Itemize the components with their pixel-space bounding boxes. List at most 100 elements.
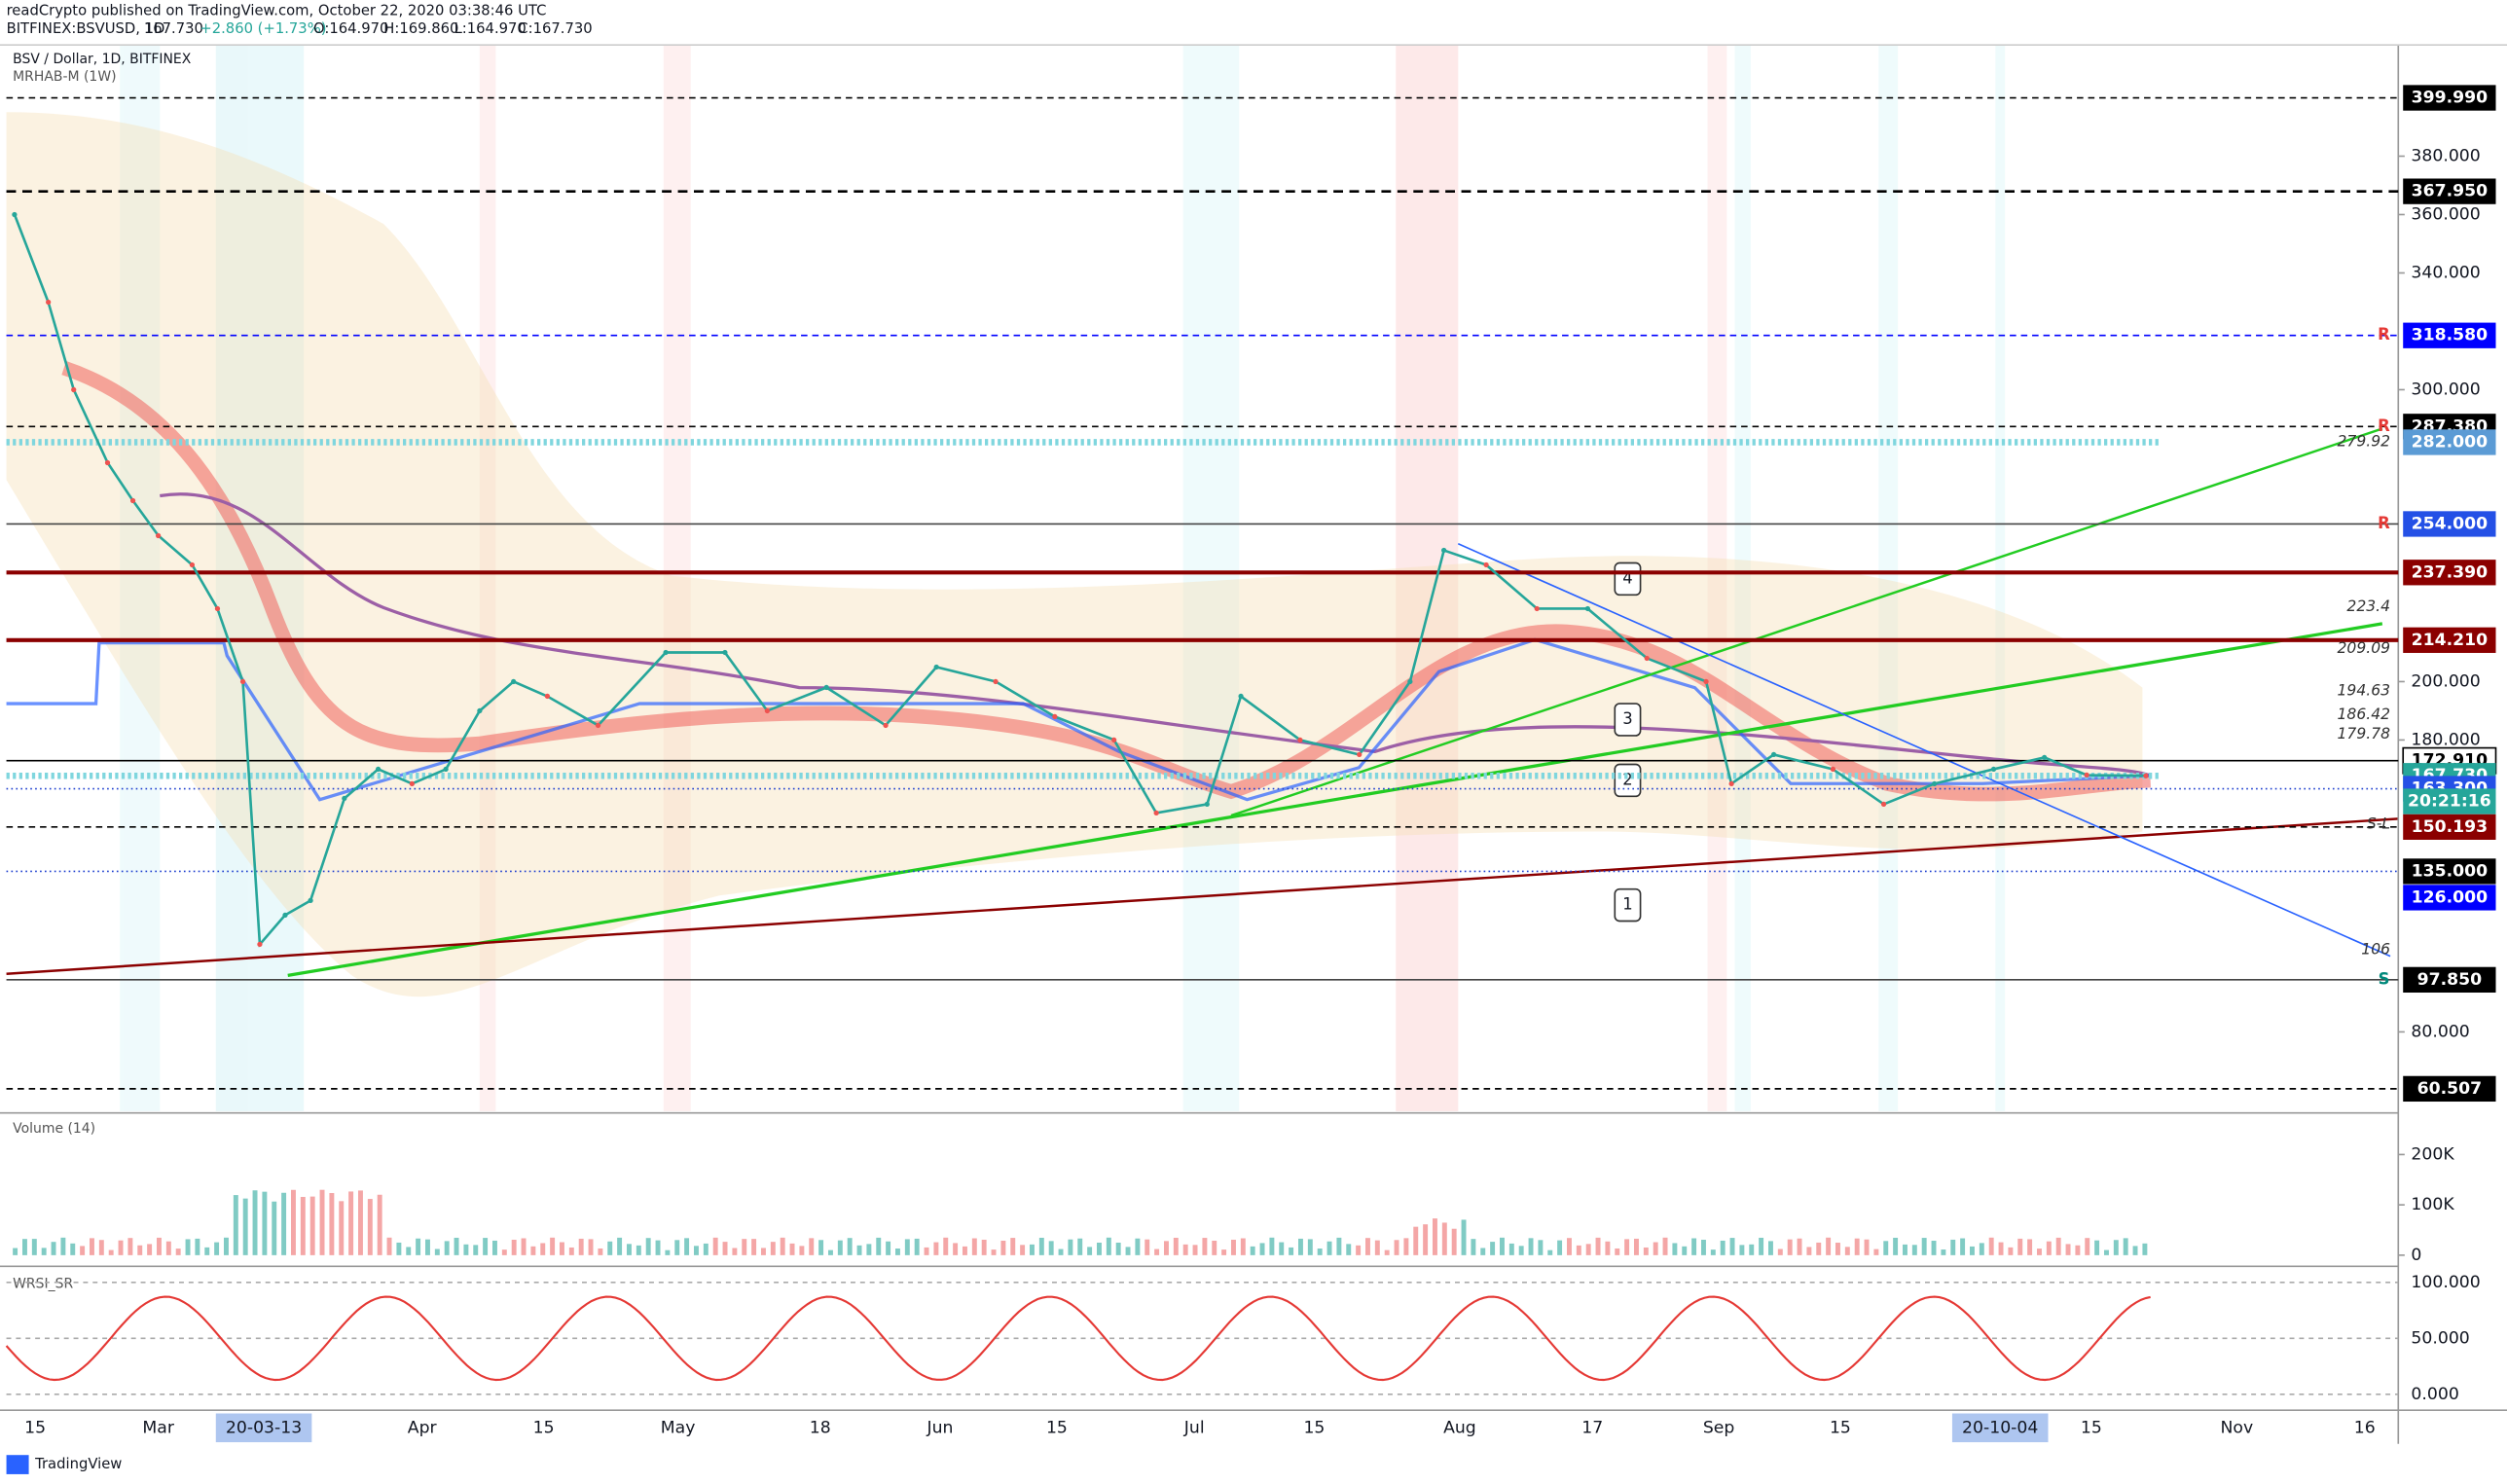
price-point xyxy=(104,459,111,466)
volume-bar xyxy=(981,1239,987,1255)
volume-bar xyxy=(1115,1242,1121,1255)
volume-bar xyxy=(886,1241,891,1255)
volume-bar xyxy=(1020,1245,1026,1255)
volume-bar xyxy=(540,1243,546,1255)
price-point xyxy=(2143,773,2149,778)
volume-bar xyxy=(1921,1238,1927,1255)
volume-bar xyxy=(1988,1237,1994,1255)
volume-bar xyxy=(1394,1240,1399,1255)
volume-bar xyxy=(1595,1237,1601,1255)
level-note: 209.09 xyxy=(2337,639,2390,657)
trendline xyxy=(1457,543,2391,958)
volume-bar xyxy=(1557,1240,1563,1255)
level-label-box xyxy=(2403,885,2496,911)
volume-bar xyxy=(732,1248,738,1255)
volume-bar xyxy=(1662,1237,1668,1255)
volume-bar xyxy=(252,1190,258,1255)
x-tick-label: 15 xyxy=(1830,1418,1851,1437)
volume-bar xyxy=(1816,1242,1822,1255)
volume-bar xyxy=(1068,1239,1073,1255)
sr-marker: R xyxy=(2378,416,2390,435)
volume-bar xyxy=(847,1238,853,1255)
volume-bar xyxy=(1749,1244,1755,1255)
level-note: 279.92 xyxy=(2337,433,2390,451)
x-tick-label: 20-10-04 xyxy=(1962,1418,2038,1437)
price-point xyxy=(722,649,728,656)
volume-bar xyxy=(1873,1249,1879,1255)
volume-bar xyxy=(1317,1249,1323,1255)
trendline xyxy=(1230,427,2383,817)
volume-bar xyxy=(1356,1245,1362,1255)
volume-bar xyxy=(2123,1238,2128,1255)
volume-bar xyxy=(224,1237,229,1255)
volume-bar xyxy=(1231,1239,1236,1255)
volume-bar xyxy=(1490,1242,1496,1255)
volume-bar xyxy=(204,1247,210,1255)
logo xyxy=(6,1455,29,1474)
volume-bar xyxy=(627,1244,632,1255)
volume-bar xyxy=(1289,1247,1294,1255)
volume-bar xyxy=(1797,1238,1802,1255)
footer: TradingView xyxy=(34,1456,122,1472)
volume-bar xyxy=(1250,1246,1255,1255)
volume-bar xyxy=(348,1191,354,1255)
volume-bar xyxy=(90,1238,94,1255)
level-label-box xyxy=(2403,858,2496,885)
volume-bar xyxy=(588,1239,594,1255)
volume-bar xyxy=(1030,1244,1035,1255)
volume-bar xyxy=(1182,1244,1188,1255)
volume-bar xyxy=(971,1238,977,1255)
volume-bar xyxy=(550,1237,556,1255)
volume-bar xyxy=(636,1245,641,1255)
level-note: S-L xyxy=(2367,814,2390,832)
price-point xyxy=(823,684,829,691)
level-note: 179.78 xyxy=(2337,725,2390,742)
price-point xyxy=(71,386,77,393)
volume-bar xyxy=(521,1238,527,1255)
volume-bar xyxy=(2113,1240,2119,1255)
volume-bar xyxy=(406,1247,412,1255)
volume-bar xyxy=(214,1242,220,1255)
volume-bar xyxy=(1903,1244,1908,1255)
time-highlight xyxy=(1951,1413,2049,1443)
volume-bar xyxy=(272,1201,277,1255)
volume-bar xyxy=(1653,1242,1658,1255)
price-point xyxy=(1407,678,1413,685)
volume-bar xyxy=(1087,1247,1093,1255)
volume-bar xyxy=(1010,1238,1016,1255)
wave-label: 1 xyxy=(1622,895,1632,914)
level-label: 97.850 xyxy=(2417,970,2483,990)
volume-bar xyxy=(1826,1237,1832,1255)
wave-label: 4 xyxy=(1622,568,1632,587)
y-tick-label: 0 xyxy=(2411,1246,2421,1265)
close: C:167.730 xyxy=(518,20,592,37)
price-point xyxy=(409,780,415,787)
volume-bar xyxy=(1998,1242,2004,1255)
price-point xyxy=(129,497,136,504)
volume-bar xyxy=(780,1237,785,1255)
volume-bar xyxy=(1893,1237,1899,1255)
y-tick-label: 180.000 xyxy=(2411,730,2480,749)
y-tick-label: 360.000 xyxy=(2411,204,2480,224)
trendline xyxy=(287,622,2383,977)
volume-bar xyxy=(2037,1249,2042,1255)
x-tick-label: Mar xyxy=(142,1418,174,1437)
volume-bar xyxy=(1403,1238,1409,1255)
volume-bar xyxy=(1585,1244,1591,1255)
x-tick-label: Nov xyxy=(2221,1418,2254,1437)
volume-bar xyxy=(1441,1222,1447,1255)
volume-bar xyxy=(1144,1239,1150,1255)
volume-bar xyxy=(195,1238,200,1255)
level-label-box xyxy=(2403,429,2496,455)
price-point xyxy=(1153,810,1159,816)
volume-bar xyxy=(1097,1242,1102,1255)
volume-bar xyxy=(31,1239,37,1255)
y-tick-label: 80.000 xyxy=(2411,1022,2469,1041)
volume-bar xyxy=(1682,1246,1688,1255)
volume-bar xyxy=(1941,1249,1946,1255)
volume-bar xyxy=(1759,1237,1764,1255)
volume-bar xyxy=(185,1239,191,1255)
price-line xyxy=(13,214,2147,948)
price-point xyxy=(214,605,221,612)
volume-bar xyxy=(1413,1226,1419,1255)
